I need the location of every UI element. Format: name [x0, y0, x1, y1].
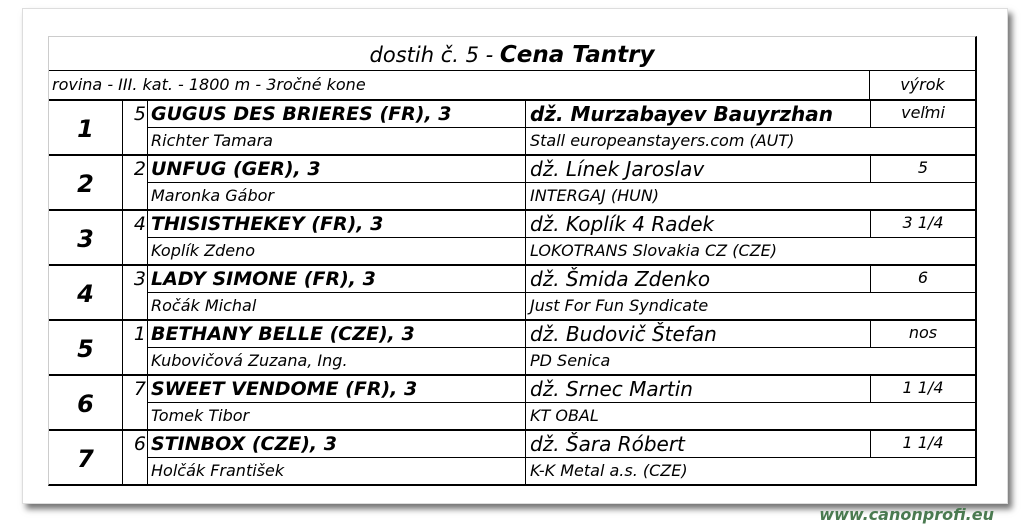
start-number: 4 — [123, 211, 148, 264]
place: 6 — [49, 376, 123, 429]
owner: Stall europeanstayers.com (AUT) — [530, 131, 795, 150]
place: 4 — [49, 266, 123, 319]
race-conditions-row: rovina - III. kat. - 1800 m - 3ročné kon… — [49, 71, 975, 101]
jockey: dž. Koplík 4 Radek — [530, 212, 715, 236]
result-row: 6 7 SWEET VENDOME (FR), 3 dž. Srnec Mart… — [49, 376, 975, 431]
place: 2 — [49, 156, 123, 209]
trainer: Kubovičová Zuzana, Ing. — [148, 348, 526, 374]
result-row: 2 2 UNFUG (GER), 3 dž. Línek Jaroslav 5 … — [49, 156, 975, 211]
horse-name: LADY SIMONE (FR), 3 — [148, 266, 526, 292]
jockey: dž. Budovič Štefan — [530, 322, 717, 346]
jockey: dž. Línek Jaroslav — [530, 157, 705, 181]
margin: 1 1/4 — [870, 376, 975, 403]
place: 5 — [49, 321, 123, 374]
margin: veľmi — [870, 101, 975, 128]
result-row: 3 4 THISISTHEKEY (FR), 3 dž. Koplík 4 Ra… — [49, 211, 975, 266]
results-table: dostih č. 5 - Cena Tantry rovina - III. … — [48, 36, 977, 486]
margin: 5 — [870, 156, 975, 183]
margin: 1 1/4 — [870, 431, 975, 458]
margin: 6 — [870, 266, 975, 293]
result-row: 7 6 STINBOX (CZE), 3 dž. Šara Róbert 1 1… — [49, 431, 975, 484]
horse-name: SWEET VENDOME (FR), 3 — [148, 376, 526, 402]
trainer: Tomek Tibor — [148, 403, 526, 429]
margin: nos — [870, 321, 975, 348]
start-number: 2 — [123, 156, 148, 209]
trainer: Ročák Michal — [148, 293, 526, 319]
owner: K-K Metal a.s. (CZE) — [530, 461, 688, 480]
result-row: 5 1 BETHANY BELLE (CZE), 3 dž. Budovič Š… — [49, 321, 975, 376]
results-card — [22, 8, 1008, 504]
horse-name: GUGUS DES BRIERES (FR), 3 — [148, 101, 526, 127]
margin-header: výrok — [869, 71, 975, 99]
start-number: 5 — [123, 101, 148, 154]
owner: LOKOTRANS Slovakia CZ (CZE) — [530, 241, 777, 260]
trainer: Koplík Zdeno — [148, 238, 526, 264]
owner: PD Senica — [530, 351, 611, 370]
owner: Just For Fun Syndicate — [530, 296, 709, 315]
horse-name: BETHANY BELLE (CZE), 3 — [148, 321, 526, 347]
jockey: dž. Srnec Martin — [530, 377, 693, 401]
margin: 3 1/4 — [870, 211, 975, 238]
place: 1 — [49, 101, 123, 154]
start-number: 3 — [123, 266, 148, 319]
trainer: Richter Tamara — [148, 128, 526, 154]
watermark: www.canonprofi.eu — [819, 505, 994, 524]
horse-name: THISISTHEKEY (FR), 3 — [148, 211, 526, 237]
trainer: Maronka Gábor — [148, 183, 526, 209]
start-number: 6 — [123, 431, 148, 484]
start-number: 7 — [123, 376, 148, 429]
owner: INTERGAJ (HUN) — [530, 186, 660, 205]
horse-name: UNFUG (GER), 3 — [148, 156, 526, 182]
result-row: 4 3 LADY SIMONE (FR), 3 dž. Šmida Zdenko… — [49, 266, 975, 321]
result-row: 1 5 GUGUS DES BRIERES (FR), 3 dž. Murzab… — [49, 101, 975, 156]
jockey: dž. Šara Róbert — [530, 432, 685, 456]
place: 7 — [49, 431, 123, 484]
start-number: 1 — [123, 321, 148, 374]
horse-name: STINBOX (CZE), 3 — [148, 431, 526, 457]
trainer: Holčák František — [148, 458, 526, 484]
place: 3 — [49, 211, 123, 264]
race-name: Cena Tantry — [499, 42, 655, 68]
race-conditions: rovina - III. kat. - 1800 m - 3ročné kon… — [52, 75, 366, 94]
jockey: dž. Murzabayev Bauyrzhan — [530, 102, 833, 126]
owner: KT OBAL — [530, 406, 599, 425]
jockey: dž. Šmida Zdenko — [530, 267, 711, 291]
race-title: dostih č. 5 - Cena Tantry — [49, 37, 975, 71]
